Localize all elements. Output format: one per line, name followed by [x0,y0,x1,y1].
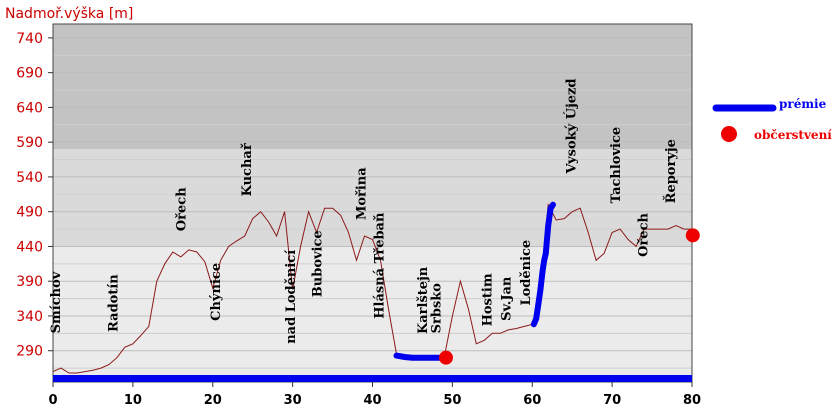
elevation-line [52,202,692,374]
y-tick-label: 290 [16,344,43,360]
place-label: Mořina [354,167,369,220]
x-tick-label: 70 [603,393,621,408]
place-label: Radotín [107,274,122,332]
place-label: Ořech [175,187,190,231]
refreshment-point [438,350,453,365]
x-tick-label: 60 [523,393,541,408]
gridlines [53,37,692,369]
y-tick-label: 590 [16,135,43,151]
x-tick-label: 50 [443,393,461,408]
y-tick-label: 640 [16,100,43,116]
place-label: Hostim [481,273,496,326]
legend-refreshment-label: občerstvení [754,128,832,142]
place-label: Řeporyje [663,139,679,203]
premie-segment [530,201,556,328]
place-label: Karlštejn [416,266,431,334]
place-label: Chýnice [209,263,224,321]
refreshment-point [685,228,700,243]
place-label: Sv.Jan [500,276,515,321]
y-tick-label: 740 [16,31,43,47]
x-tick-label: 20 [204,393,222,408]
x-tick-label: 0 [48,393,57,408]
premie-segment [393,352,448,361]
place-labels: Smíchov Radotín Ořech Chýnice Kuchař nad Lodě… [49,78,679,343]
y-axis-title: Nadmoř.výška [m] [5,6,133,22]
y-tick-label: 340 [16,309,43,325]
place-label: Kuchař [240,143,255,196]
y-tick-label: 490 [16,205,43,221]
x-tick-label: 80 [683,393,701,408]
x-tick-label: 30 [284,393,302,408]
legend: prémie občerstvení [712,97,832,142]
legend-premie-label: prémie [779,97,827,111]
place-label: Loděnice [519,240,534,306]
y-tick-label: 540 [16,170,43,186]
refreshment-points [438,228,700,365]
place-label: Hlásná Třebaň [373,212,388,319]
altitude-band [53,149,692,247]
route-bar [53,375,692,382]
x-axis: 0 10 20 30 40 50 60 70 80 [48,382,701,408]
place-label: Bubovice [310,230,325,297]
y-tick-label: 390 [16,274,43,290]
place-label: Srbsko [429,283,444,334]
y-tick-label: 440 [16,239,43,255]
place-label: Smíchov [49,271,64,333]
place-label: Ořech [636,213,651,257]
altitude-band [53,246,692,382]
place-label: Vysoký Újezd [562,78,579,174]
altitude-band [53,24,692,150]
legend-refreshment-swatch [721,126,737,142]
altitude-bands [53,24,692,382]
x-tick-label: 10 [124,393,142,408]
place-label: nad Loděnicí [284,250,299,344]
y-tick-label: 690 [16,66,43,82]
y-axis: 290 340 390 440 490 540 590 640 690 740 [16,31,53,360]
place-label: Tachlovice [609,127,624,204]
x-tick-label: 40 [363,393,381,408]
premie-segments [393,201,556,361]
